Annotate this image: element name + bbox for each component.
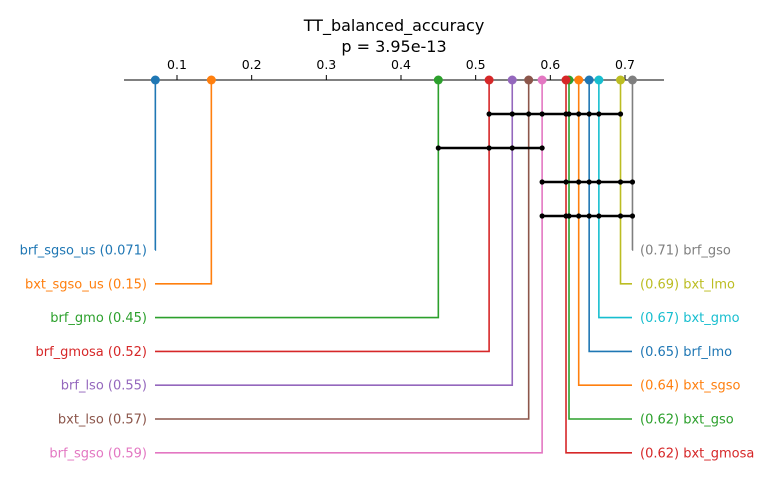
clique-dot bbox=[526, 111, 532, 117]
label-bxt_gmosa: (0.62) bxt_gmosa bbox=[640, 446, 754, 461]
clique-dot bbox=[586, 179, 592, 185]
connector-bxt_sgso_us bbox=[155, 80, 213, 285]
clique-dot bbox=[563, 179, 569, 185]
connector-brf_gmo bbox=[155, 80, 440, 319]
clique-dot bbox=[566, 111, 572, 117]
marker-bxt_lmo bbox=[616, 75, 626, 85]
clique-dot bbox=[539, 145, 545, 151]
label-brf_lso: brf_lso (0.55) bbox=[61, 379, 147, 394]
clique-dot bbox=[486, 145, 492, 151]
connector-bxt_gmosa bbox=[565, 80, 632, 454]
clique-dot bbox=[586, 213, 592, 219]
tick-label: 0.1 bbox=[167, 57, 187, 72]
clique-dot bbox=[629, 213, 636, 219]
label-bxt_gmo: (0.67) bxt_gmo bbox=[640, 311, 740, 326]
marker-brf_gso bbox=[627, 75, 637, 85]
clique-dot bbox=[539, 213, 545, 219]
label-brf_lmo: (0.65) brf_lmo bbox=[640, 345, 732, 360]
method-labels: brf_sgso_us (0.071) bxt_sgso_us (0.15) brf… bbox=[20, 244, 755, 462]
clique-dot bbox=[617, 213, 624, 219]
marker-bxt_gmosa bbox=[561, 75, 571, 85]
clique-dot bbox=[486, 111, 492, 117]
connector-bxt_lso bbox=[155, 80, 530, 420]
clique-dot bbox=[576, 179, 582, 185]
clique-dot bbox=[435, 145, 441, 151]
marker-bxt_sgso_us bbox=[206, 75, 216, 85]
clique-dot bbox=[629, 179, 636, 185]
connector-brf_lmo bbox=[588, 80, 632, 353]
clique-dot bbox=[586, 111, 592, 117]
label-brf_sgso: brf_sgso (0.59) bbox=[49, 446, 147, 461]
clique-bars bbox=[435, 111, 636, 219]
tick-label: 0.2 bbox=[242, 57, 262, 72]
marker-brf_lmo bbox=[584, 75, 594, 85]
tick-label: 0.4 bbox=[391, 57, 411, 72]
label-brf_gmo: brf_gmo (0.45) bbox=[50, 311, 147, 326]
method-markers bbox=[150, 75, 637, 85]
label-bxt_sgso: (0.64) bxt_sgso bbox=[640, 379, 741, 394]
connector-bxt_lmo bbox=[619, 80, 632, 285]
marker-brf_sgso_us bbox=[150, 75, 160, 85]
clique-dot bbox=[596, 111, 602, 117]
label-bxt_gso: (0.62) bxt_gso bbox=[640, 413, 734, 428]
marker-brf_gmo bbox=[433, 75, 443, 85]
tick-label: 0.7 bbox=[615, 57, 635, 72]
connector-brf_sgso bbox=[155, 80, 543, 454]
clique-dot bbox=[596, 179, 602, 185]
clique-dot bbox=[596, 213, 602, 219]
chart-title: TT_balanced_accuracy bbox=[303, 16, 485, 36]
tick-label: 0.6 bbox=[540, 57, 560, 72]
connector-bxt_gso bbox=[568, 80, 632, 420]
marker-brf_gmosa bbox=[484, 75, 494, 85]
label-bxt_lmo: (0.69) bxt_lmo bbox=[640, 277, 735, 292]
clique-dot bbox=[539, 179, 545, 185]
axis-ticks: 0.1 0.2 0.3 0.4 0.5 0.6 0.7 bbox=[167, 57, 635, 80]
marker-brf_lso bbox=[507, 75, 517, 85]
marker-bxt_sgso bbox=[574, 75, 584, 85]
tick-label: 0.5 bbox=[466, 57, 486, 72]
label-brf_sgso_us: brf_sgso_us (0.071) bbox=[20, 244, 147, 259]
label-bxt_lso: bxt_lso (0.57) bbox=[58, 413, 147, 428]
label-bxt_sgso_us: bxt_sgso_us (0.15) bbox=[25, 277, 147, 292]
marker-bxt_gmo bbox=[594, 75, 604, 85]
clique-dot bbox=[566, 213, 572, 219]
connector-bxt_sgso bbox=[577, 80, 632, 387]
marker-brf_sgso bbox=[537, 75, 547, 85]
tick-label: 0.3 bbox=[316, 57, 336, 72]
method-connectors bbox=[154, 80, 634, 454]
clique-dot bbox=[509, 111, 515, 117]
clique-dot bbox=[617, 111, 624, 117]
clique-dot bbox=[576, 213, 582, 219]
marker-bxt_lso bbox=[524, 75, 534, 85]
connector-bxt_gmo bbox=[598, 80, 632, 319]
clique-dot bbox=[617, 179, 624, 185]
connector-brf_lso bbox=[155, 80, 514, 387]
label-brf_gso: (0.71) brf_gso bbox=[640, 244, 731, 259]
label-brf_gmosa: brf_gmosa (0.52) bbox=[35, 345, 147, 360]
clique-dot bbox=[539, 111, 545, 117]
clique-dot bbox=[576, 111, 582, 117]
chart-subtitle: p = 3.95e-13 bbox=[341, 37, 446, 56]
connector-brf_gmosa bbox=[155, 80, 490, 353]
clique-dot bbox=[509, 145, 515, 151]
